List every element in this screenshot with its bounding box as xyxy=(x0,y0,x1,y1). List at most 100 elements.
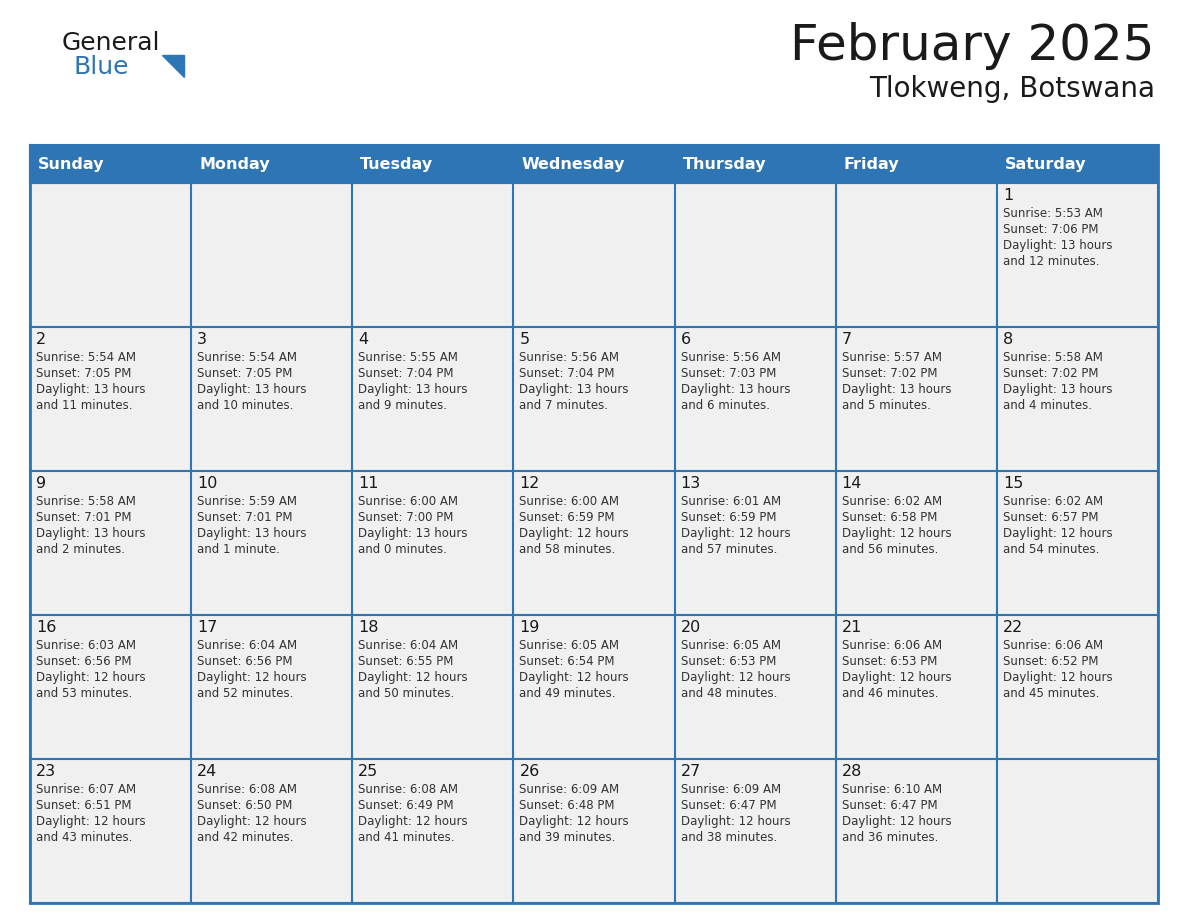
Text: Daylight: 13 hours: Daylight: 13 hours xyxy=(359,527,468,540)
Bar xyxy=(30,145,191,183)
Text: Daylight: 13 hours: Daylight: 13 hours xyxy=(36,383,145,396)
Text: Daylight: 12 hours: Daylight: 12 hours xyxy=(519,671,630,684)
Bar xyxy=(513,759,675,903)
Text: Sunset: 6:53 PM: Sunset: 6:53 PM xyxy=(681,655,776,668)
Bar xyxy=(513,471,675,615)
Text: Daylight: 13 hours: Daylight: 13 hours xyxy=(1003,239,1112,252)
Text: and 58 minutes.: and 58 minutes. xyxy=(519,543,615,556)
Text: Daylight: 13 hours: Daylight: 13 hours xyxy=(359,383,468,396)
Bar xyxy=(997,145,1158,183)
Text: and 11 minutes.: and 11 minutes. xyxy=(36,399,133,412)
Bar xyxy=(513,615,675,759)
Bar xyxy=(835,327,997,471)
Text: Sunset: 6:57 PM: Sunset: 6:57 PM xyxy=(1003,511,1099,524)
Text: 23: 23 xyxy=(36,764,56,779)
Text: Wednesday: Wednesday xyxy=(522,156,625,172)
Text: Daylight: 12 hours: Daylight: 12 hours xyxy=(197,815,307,828)
Text: 26: 26 xyxy=(519,764,539,779)
Text: and 46 minutes.: and 46 minutes. xyxy=(842,687,939,700)
Bar xyxy=(675,759,835,903)
Text: General: General xyxy=(62,31,160,55)
Text: 17: 17 xyxy=(197,620,217,635)
Text: Sunset: 7:05 PM: Sunset: 7:05 PM xyxy=(36,367,132,380)
Text: Sunrise: 5:53 AM: Sunrise: 5:53 AM xyxy=(1003,207,1102,220)
Text: Daylight: 12 hours: Daylight: 12 hours xyxy=(681,527,790,540)
Text: Sunset: 6:49 PM: Sunset: 6:49 PM xyxy=(359,799,454,812)
Text: 11: 11 xyxy=(359,476,379,491)
Bar xyxy=(997,327,1158,471)
Text: Daylight: 12 hours: Daylight: 12 hours xyxy=(681,815,790,828)
Text: Blue: Blue xyxy=(74,55,129,79)
Text: and 38 minutes.: and 38 minutes. xyxy=(681,831,777,844)
Bar xyxy=(191,471,353,615)
Text: Sunrise: 6:06 AM: Sunrise: 6:06 AM xyxy=(842,639,942,652)
Text: Sunset: 7:01 PM: Sunset: 7:01 PM xyxy=(197,511,292,524)
Bar xyxy=(191,615,353,759)
Text: 28: 28 xyxy=(842,764,862,779)
Bar xyxy=(675,471,835,615)
Text: Sunrise: 5:57 AM: Sunrise: 5:57 AM xyxy=(842,351,942,364)
Text: Sunset: 7:02 PM: Sunset: 7:02 PM xyxy=(842,367,937,380)
Text: 22: 22 xyxy=(1003,620,1023,635)
Bar xyxy=(513,327,675,471)
Text: Sunset: 6:53 PM: Sunset: 6:53 PM xyxy=(842,655,937,668)
Text: Sunset: 7:03 PM: Sunset: 7:03 PM xyxy=(681,367,776,380)
Text: 25: 25 xyxy=(359,764,379,779)
Text: 1: 1 xyxy=(1003,188,1013,203)
Text: 7: 7 xyxy=(842,332,852,347)
Bar xyxy=(835,183,997,327)
Text: Daylight: 12 hours: Daylight: 12 hours xyxy=(681,671,790,684)
Text: Sunrise: 6:03 AM: Sunrise: 6:03 AM xyxy=(36,639,135,652)
Text: Daylight: 13 hours: Daylight: 13 hours xyxy=(36,527,145,540)
Text: and 39 minutes.: and 39 minutes. xyxy=(519,831,615,844)
Bar xyxy=(30,145,1158,903)
Text: and 9 minutes.: and 9 minutes. xyxy=(359,399,448,412)
Text: and 57 minutes.: and 57 minutes. xyxy=(681,543,777,556)
Text: 4: 4 xyxy=(359,332,368,347)
Text: Daylight: 13 hours: Daylight: 13 hours xyxy=(197,527,307,540)
Text: 16: 16 xyxy=(36,620,56,635)
Text: Daylight: 12 hours: Daylight: 12 hours xyxy=(359,671,468,684)
Text: 20: 20 xyxy=(681,620,701,635)
Bar xyxy=(191,183,353,327)
Text: Daylight: 12 hours: Daylight: 12 hours xyxy=(519,527,630,540)
Text: 13: 13 xyxy=(681,476,701,491)
Text: Sunrise: 6:00 AM: Sunrise: 6:00 AM xyxy=(359,495,459,508)
Text: Sunset: 6:54 PM: Sunset: 6:54 PM xyxy=(519,655,615,668)
Text: Sunrise: 6:09 AM: Sunrise: 6:09 AM xyxy=(519,783,620,796)
Bar xyxy=(835,145,997,183)
Text: and 1 minute.: and 1 minute. xyxy=(197,543,280,556)
Text: Sunrise: 6:00 AM: Sunrise: 6:00 AM xyxy=(519,495,619,508)
Text: Sunrise: 5:55 AM: Sunrise: 5:55 AM xyxy=(359,351,459,364)
Text: Sunrise: 5:54 AM: Sunrise: 5:54 AM xyxy=(36,351,135,364)
Text: 14: 14 xyxy=(842,476,862,491)
Text: Sunrise: 6:10 AM: Sunrise: 6:10 AM xyxy=(842,783,942,796)
Text: Daylight: 12 hours: Daylight: 12 hours xyxy=(1003,527,1112,540)
Text: and 52 minutes.: and 52 minutes. xyxy=(197,687,293,700)
Text: Daylight: 13 hours: Daylight: 13 hours xyxy=(842,383,952,396)
Text: Daylight: 12 hours: Daylight: 12 hours xyxy=(842,671,952,684)
Bar xyxy=(513,183,675,327)
Text: Sunrise: 6:04 AM: Sunrise: 6:04 AM xyxy=(197,639,297,652)
Text: Sunrise: 6:08 AM: Sunrise: 6:08 AM xyxy=(197,783,297,796)
Text: Daylight: 13 hours: Daylight: 13 hours xyxy=(197,383,307,396)
Bar xyxy=(513,145,675,183)
Text: and 4 minutes.: and 4 minutes. xyxy=(1003,399,1092,412)
Text: and 56 minutes.: and 56 minutes. xyxy=(842,543,939,556)
Text: Tlokweng, Botswana: Tlokweng, Botswana xyxy=(868,75,1155,103)
Text: and 10 minutes.: and 10 minutes. xyxy=(197,399,293,412)
Bar xyxy=(30,615,191,759)
Text: 12: 12 xyxy=(519,476,539,491)
Bar xyxy=(997,183,1158,327)
Bar xyxy=(997,615,1158,759)
Bar xyxy=(675,615,835,759)
Text: Daylight: 12 hours: Daylight: 12 hours xyxy=(36,671,146,684)
Bar xyxy=(191,759,353,903)
Text: 21: 21 xyxy=(842,620,862,635)
Text: Saturday: Saturday xyxy=(1005,156,1086,172)
Text: and 43 minutes.: and 43 minutes. xyxy=(36,831,132,844)
Bar xyxy=(30,183,191,327)
Text: Daylight: 12 hours: Daylight: 12 hours xyxy=(1003,671,1112,684)
Bar xyxy=(835,759,997,903)
Text: Sunrise: 6:08 AM: Sunrise: 6:08 AM xyxy=(359,783,459,796)
